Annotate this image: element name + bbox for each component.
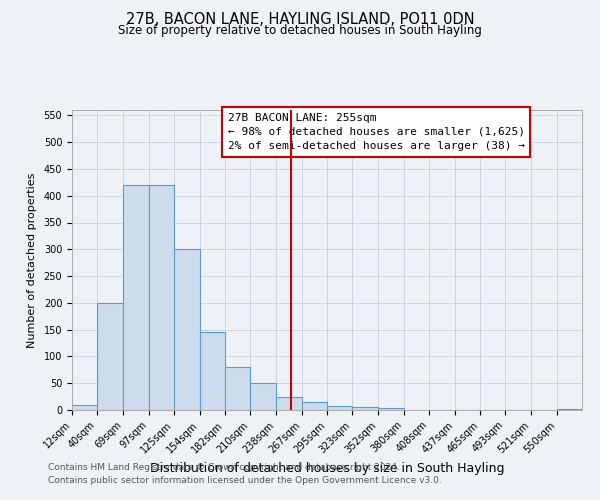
- Text: Size of property relative to detached houses in South Hayling: Size of property relative to detached ho…: [118, 24, 482, 37]
- Bar: [379, 408, 404, 410]
- Text: 27B BACON LANE: 255sqm
← 98% of detached houses are smaller (1,625)
2% of semi-d: 27B BACON LANE: 255sqm ← 98% of detached…: [227, 113, 524, 151]
- X-axis label: Distribution of detached houses by size in South Hayling: Distribution of detached houses by size …: [150, 462, 504, 474]
- Bar: [149, 185, 174, 410]
- Bar: [352, 408, 379, 410]
- Bar: [327, 406, 352, 410]
- Bar: [557, 409, 582, 410]
- Bar: [124, 185, 149, 410]
- Bar: [302, 402, 327, 410]
- Bar: [275, 396, 302, 410]
- Text: Contains HM Land Registry data © Crown copyright and database right 2024.: Contains HM Land Registry data © Crown c…: [48, 464, 400, 472]
- Text: 27B, BACON LANE, HAYLING ISLAND, PO11 0DN: 27B, BACON LANE, HAYLING ISLAND, PO11 0D…: [125, 12, 475, 28]
- Y-axis label: Number of detached properties: Number of detached properties: [27, 172, 37, 348]
- Bar: [200, 332, 225, 410]
- Bar: [97, 303, 124, 410]
- Bar: [72, 404, 97, 410]
- Bar: [250, 383, 275, 410]
- Bar: [174, 250, 200, 410]
- Text: Contains public sector information licensed under the Open Government Licence v3: Contains public sector information licen…: [48, 476, 442, 485]
- Bar: [225, 367, 250, 410]
